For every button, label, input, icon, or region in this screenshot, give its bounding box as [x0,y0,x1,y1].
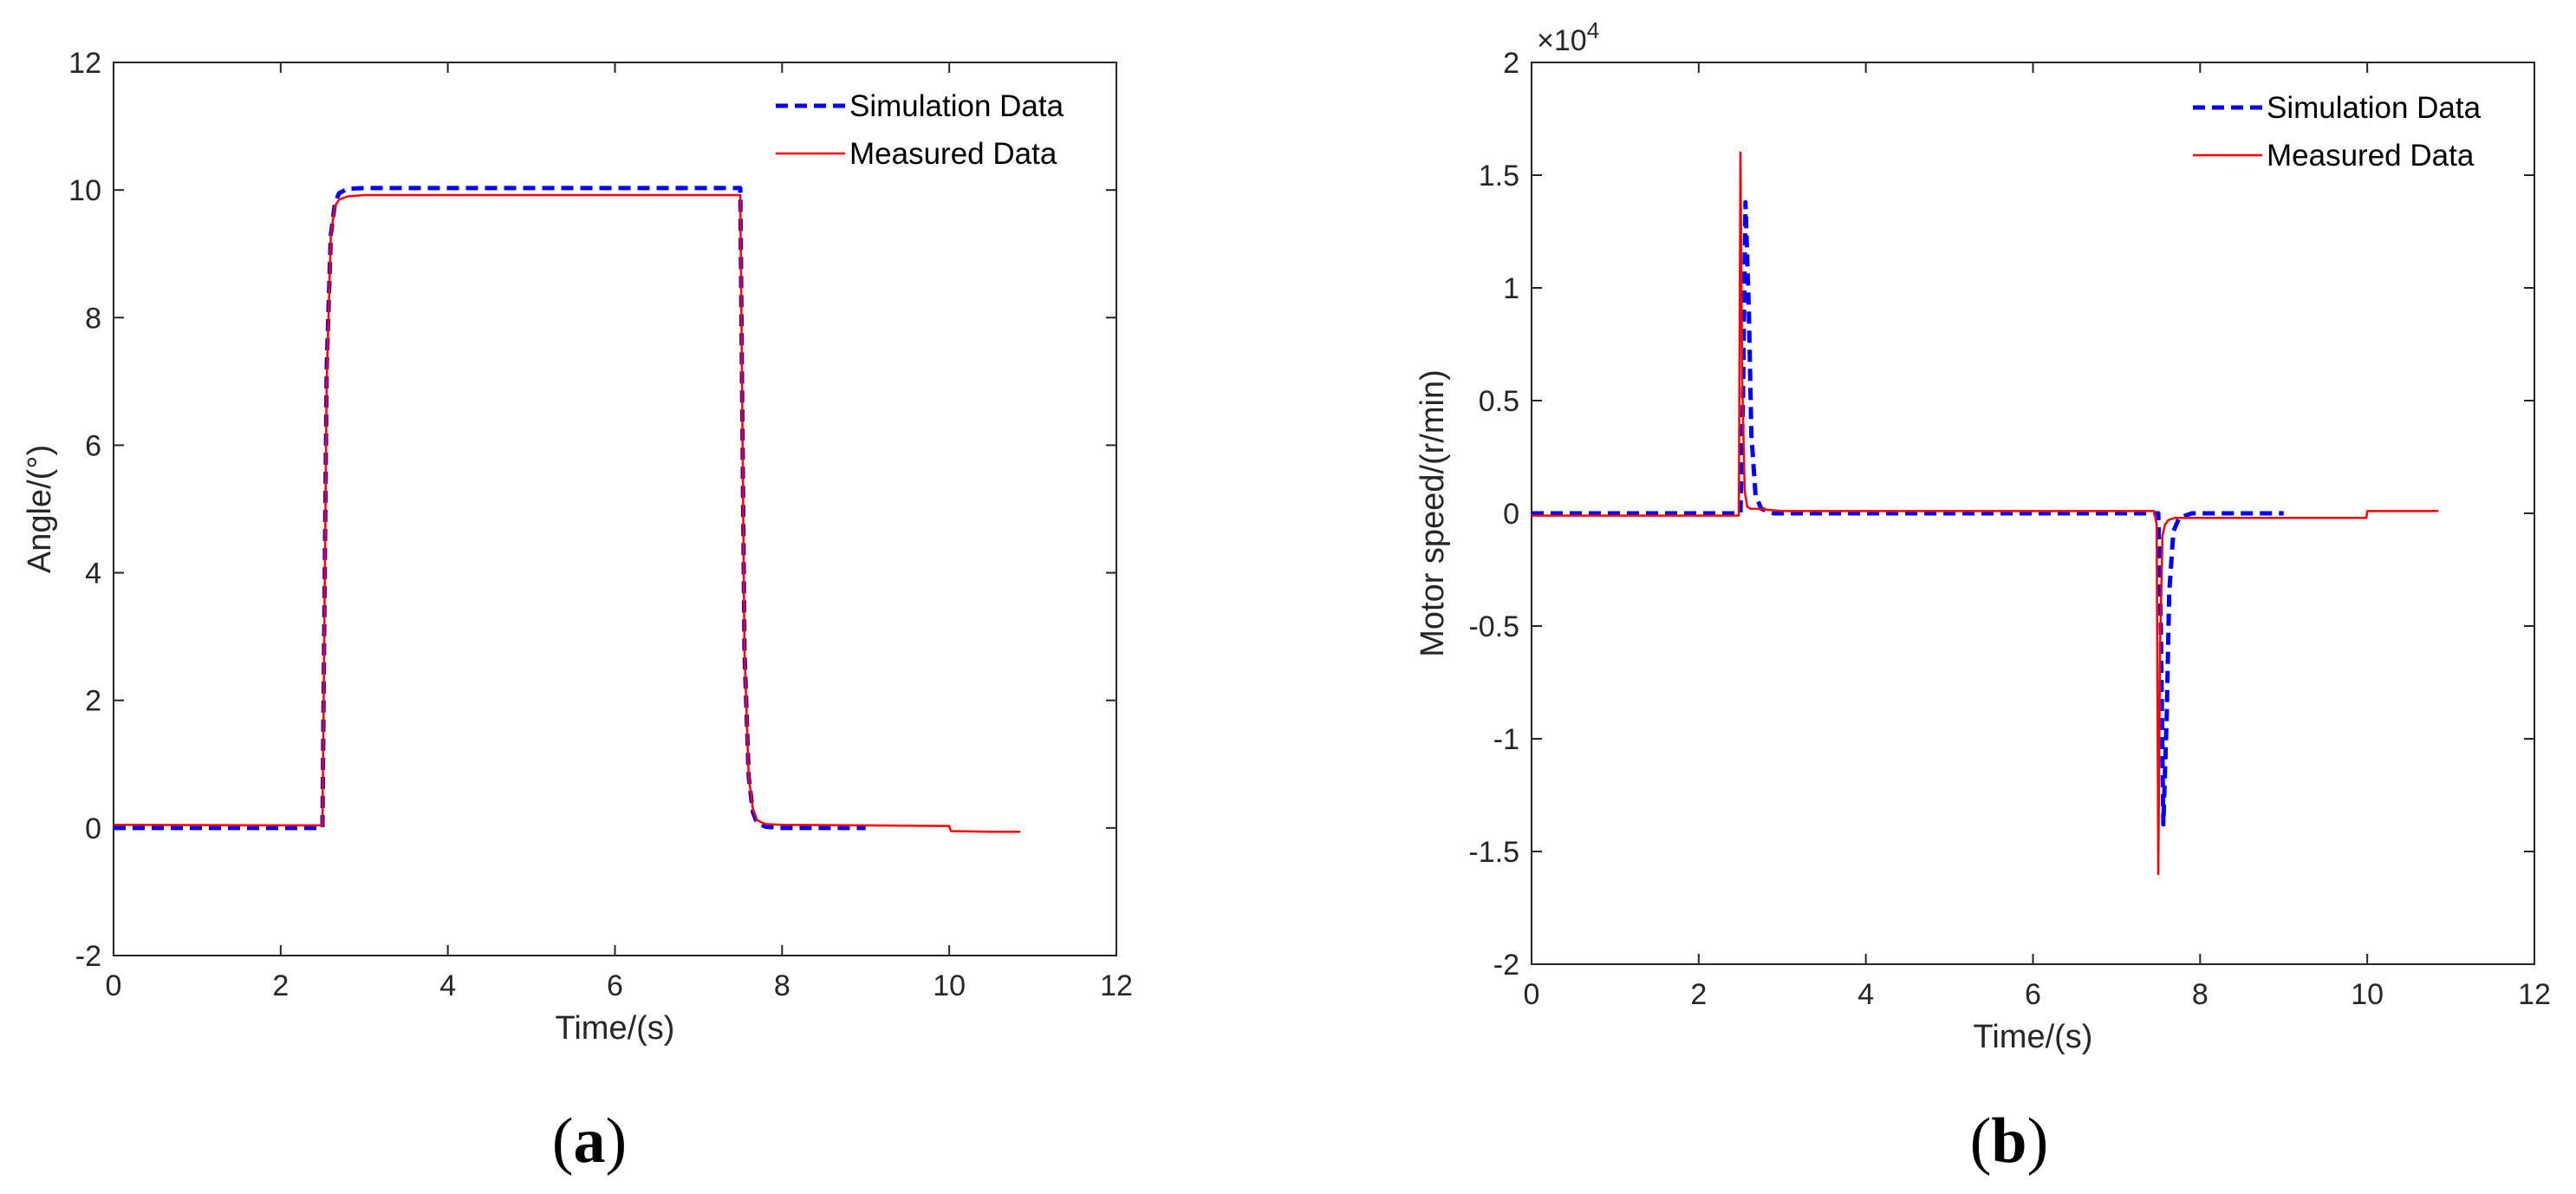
chart-panel-a: 0 2 4 6 8 10 12-2024681012Time/(s)Angle/(°)Sim… [22,47,1133,1177]
x-tick-label: 6 [607,969,623,1002]
exponent-base: ×10 [1537,24,1587,57]
y-tick-label: 0.5 [1479,385,1519,418]
y-tick-label: 12 [68,47,101,80]
x-tick-label: 6 [2025,978,2041,1011]
y-tick-label: 6 [85,429,101,462]
y-tick-label: 0 [1503,498,1519,531]
x-tick-label: 4 [439,969,456,1002]
legend-entry-label: Simulation Data [849,89,1064,123]
y-tick-label: -1 [1493,723,1519,756]
x-tick-label: 10 [2351,978,2384,1011]
panel-label-close: ) [2027,1106,2049,1177]
simulation-data-line [1532,199,2284,827]
x-tick-label: 12 [2518,978,2551,1011]
x-tick-label: 12 [1100,969,1133,1002]
y-tick-label: -2 [75,940,101,973]
x-tick-label: 0 [1524,978,1540,1011]
panel-label-letter: a [574,1106,606,1177]
x-axis-label: Time/(s) [1974,1019,2093,1055]
y-tick-label: 8 [85,302,101,335]
x-tick-label: 2 [272,969,289,1002]
x-tick-label: 10 [933,969,966,1002]
x-axis-label: Time/(s) [556,1010,675,1047]
y-tick-label: -1.5 [1468,836,1519,869]
y-axis-label: Motor speed/(r/min) [1415,369,1451,657]
panel-label: (b) [1970,1106,2048,1177]
panel-label-close: ) [606,1106,628,1177]
y-tick-label: 1.5 [1479,160,1519,192]
y-tick-label: 2 [1503,47,1519,80]
exponent-power: 4 [1587,17,1599,43]
y-tick-label: 2 [85,685,101,718]
simulation-data-line [114,186,866,831]
panel-label: (a) [552,1106,627,1177]
x-tick-label: 4 [1857,978,1874,1011]
legend-entry-label: Simulation Data [2267,91,2482,125]
y-axis-label: Angle/(°) [22,445,58,573]
y-tick-label: 1 [1503,272,1519,305]
y-axis-exponent: ×104 [1537,17,1599,57]
panel-label-letter: b [1991,1106,2026,1177]
x-tick-label: 8 [2192,978,2208,1011]
y-tick-label: -0.5 [1468,610,1519,643]
x-tick-label: 2 [1690,978,1707,1011]
panel-label-open: ( [552,1106,574,1177]
legend-entry-label: Measured Data [2267,139,2475,173]
y-tick-label: 10 [68,174,101,207]
axes-box [1531,62,2535,965]
x-tick-label: 0 [106,969,122,1002]
measured-data-line [1532,151,2439,876]
y-tick-label: 0 [85,812,101,845]
axes-box [113,62,1117,956]
measured-data-line [114,193,1021,833]
panel-label-open: ( [1970,1106,1992,1177]
y-tick-label: 4 [85,558,101,590]
y-tick-label: -2 [1493,949,1519,982]
chart-panel-b: 0 2 4 6 8 10 12-2-1.5-1-0.500.511.52×104Time/(… [1415,17,2551,1177]
legend-entry-label: Measured Data [849,137,1057,171]
x-tick-label: 8 [774,969,790,1002]
